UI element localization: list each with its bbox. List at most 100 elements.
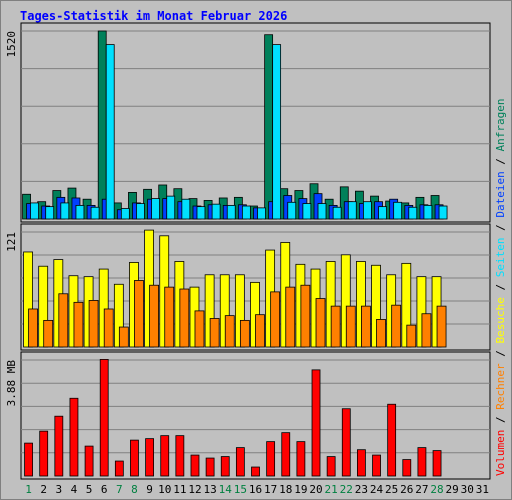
legend-separator: / [494, 410, 507, 430]
bar-rechner-day-2 [43, 319, 54, 348]
bar-volumen-day-2 [39, 430, 49, 477]
x-label-day-1: 1 [25, 483, 32, 496]
bar-seiten-day-14 [226, 204, 236, 220]
x-label-day-9: 9 [146, 483, 153, 496]
bar-volumen-day-14 [220, 456, 230, 477]
bars [22, 30, 448, 477]
bar-besuche-day-22 [340, 254, 351, 348]
bar-seiten-day-1 [30, 202, 39, 220]
bar-seiten-day-17 [272, 44, 282, 220]
x-label-day-25: 25 [385, 483, 398, 496]
bar-seiten-day-23 [363, 201, 372, 220]
bar-volumen-day-11 [175, 435, 185, 477]
bar-seiten-day-28 [438, 205, 448, 220]
bar-rechner-day-15 [239, 319, 250, 348]
bar-rechner-day-10 [164, 286, 175, 348]
bar-rechner-day-24 [376, 319, 386, 348]
bar-volumen-day-3 [54, 415, 64, 477]
bar-seiten-day-5 [90, 206, 100, 220]
x-label-day-14: 14 [219, 483, 233, 496]
bar-volumen-day-17 [266, 441, 276, 477]
x-label-day-29: 29 [446, 483, 459, 496]
bar-rechner-day-11 [179, 288, 190, 348]
bar-rechner-day-18 [285, 286, 296, 348]
bar-seiten-day-21 [332, 206, 342, 220]
legend-separator: / [494, 218, 507, 238]
bar-rechner-day-27 [421, 313, 432, 348]
x-label-day-31: 31 [476, 483, 489, 496]
x-label-day-28: 28 [430, 483, 443, 496]
bar-seiten-day-12 [196, 206, 206, 220]
legend-separator: / [494, 344, 507, 364]
bar-besuche-day-23 [356, 261, 366, 348]
bar-seiten-day-10 [166, 195, 176, 220]
bar-volumen-day-25 [387, 403, 397, 477]
legend-separator: / [494, 151, 507, 171]
bar-volumen-day-7 [114, 460, 124, 477]
x-label-day-2: 2 [40, 483, 47, 496]
bar-volumen-day-4 [69, 397, 79, 477]
bar-volumen-day-27 [417, 447, 427, 477]
bar-seiten-day-20 [317, 203, 327, 220]
x-label-day-13: 13 [203, 483, 216, 496]
bar-seiten-day-18 [287, 201, 297, 220]
bar-seiten-day-4 [75, 204, 85, 220]
bar-besuche-day-21 [325, 261, 336, 348]
x-label-day-7: 7 [116, 483, 123, 496]
bar-volumen-day-5 [84, 445, 94, 477]
bar-volumen-day-18 [281, 432, 291, 477]
bar-seiten-day-9 [151, 198, 160, 220]
bar-volumen-day-16 [251, 466, 260, 477]
bar-seiten-day-27 [423, 204, 433, 220]
bar-seiten-day-26 [408, 206, 418, 220]
bar-seiten-day-16 [257, 207, 266, 220]
legend-item-volumen: Volumen [494, 430, 507, 476]
x-label-day-15: 15 [234, 483, 247, 496]
y-max-label-visits: 121 [5, 232, 18, 252]
y-max-label-hits: 1520 [5, 31, 18, 58]
chart-title: Tages-Statistik im Monat Februar 2026 [20, 9, 287, 23]
x-label-day-19: 19 [294, 483, 307, 496]
bar-rechner-day-1 [28, 308, 38, 348]
bar-volumen-day-1 [24, 442, 33, 477]
y-axis-labels: 1520 121 3.88 MB [5, 31, 18, 406]
legend-item-seiten: Seiten [494, 238, 507, 278]
bar-rechner-day-12 [194, 310, 205, 348]
bar-volumen-day-19 [296, 441, 306, 477]
bar-rechner-day-3 [58, 293, 69, 348]
bar-seiten-day-7 [120, 208, 130, 220]
x-label-day-26: 26 [400, 483, 413, 496]
bar-seiten-day-25 [393, 201, 403, 220]
bar-rechner-day-25 [391, 304, 402, 348]
bar-rechner-day-23 [361, 305, 371, 348]
x-label-day-22: 22 [340, 483, 353, 496]
bar-seiten-day-22 [347, 201, 357, 220]
bar-rechner-day-21 [330, 305, 341, 348]
bar-seiten-day-15 [241, 205, 251, 220]
legend-item-anfragen: Anfragen [494, 98, 507, 151]
bar-rechner-day-16 [255, 314, 265, 348]
bar-volumen-day-15 [235, 447, 245, 477]
panel-frame-volume [20, 351, 491, 480]
bar-seiten-day-3 [60, 202, 70, 220]
bar-rechner-day-20 [315, 298, 326, 348]
bar-volumen-day-28 [432, 450, 442, 477]
legend-text: Volumen / Rechner / Besuche / Seiten / D… [494, 98, 507, 476]
legend-separator: / [494, 277, 507, 297]
bar-rechner-day-14 [224, 315, 235, 348]
bar-seiten-day-8 [136, 203, 145, 220]
bar-seiten-day-24 [378, 206, 387, 220]
bar-rechner-day-13 [209, 318, 220, 348]
bar-volumen-day-8 [130, 439, 139, 477]
x-label-day-20: 20 [309, 483, 322, 496]
x-label-day-21: 21 [325, 483, 338, 496]
x-label-day-17: 17 [264, 483, 277, 496]
bar-volumen-day-20 [311, 369, 321, 477]
x-label-day-11: 11 [173, 483, 186, 496]
x-label-day-27: 27 [415, 483, 428, 496]
legend-item-dateien: Dateien [494, 171, 507, 217]
bar-volumen-day-23 [357, 449, 366, 477]
bar-volumen-day-12 [190, 454, 200, 477]
bar-besuche-day-2 [38, 265, 49, 348]
